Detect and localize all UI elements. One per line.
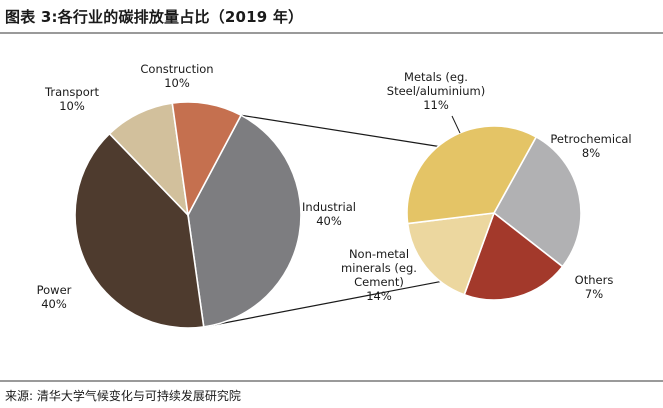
label-transport: Transport 10%: [44, 85, 99, 113]
connector-line-top: [240, 114, 439, 147]
source-divider: [0, 380, 663, 382]
label-petrochemical: Petrochemical 8%: [550, 132, 631, 160]
label-construction: Construction 10%: [140, 62, 213, 90]
slice-power: [74, 132, 205, 329]
slice-transport: [108, 102, 190, 218]
source-note: 来源: 清华大学气候变化与可持续发展研究院: [5, 389, 241, 403]
slice-non-metal-minerals: [406, 125, 538, 225]
label-power: Power 40%: [37, 283, 72, 311]
slice-others: [406, 212, 496, 296]
slice-construction: [171, 101, 243, 218]
main-pie: [74, 101, 302, 329]
label-others: Others 7%: [575, 273, 614, 301]
label-industrial: Industrial 40%: [302, 200, 356, 228]
chart-title: 图表 3:各行业的碳排放量占比（2019 年）: [5, 8, 304, 26]
slice-petrochemical: [463, 211, 564, 301]
sub-pie: [406, 125, 582, 301]
leader-line-metals: [451, 115, 461, 134]
label-metals: Metals (eg. Steel/aluminium) 11%: [387, 70, 485, 112]
slice-labels: Construction 10% Transport 10% Industrial 40%…: [37, 62, 632, 311]
slice-metals: [492, 135, 582, 268]
slice-industrial: [187, 114, 302, 328]
title-divider: [0, 32, 663, 34]
label-nonmetal: Non-metal minerals (eg. Cement) 14%: [341, 247, 417, 303]
connector-lines: [203, 114, 441, 328]
connector-line-bottom: [203, 280, 441, 328]
